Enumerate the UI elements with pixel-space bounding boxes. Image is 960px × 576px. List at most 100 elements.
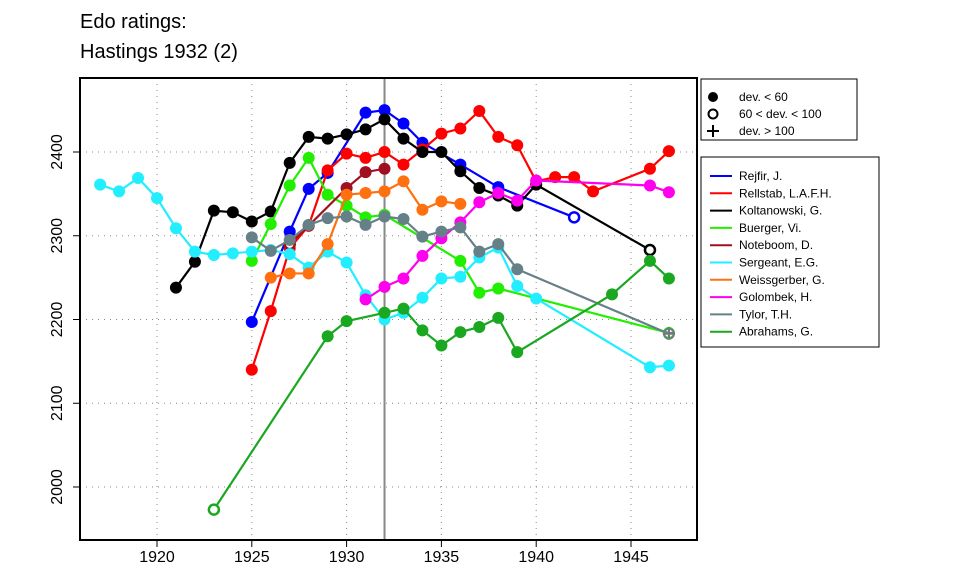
data-point [321, 188, 334, 201]
data-point [283, 225, 296, 238]
data-point [340, 188, 353, 201]
data-point [511, 280, 524, 292]
data-point [435, 272, 448, 285]
data-point [132, 171, 145, 184]
data-point [473, 245, 486, 258]
data-point [662, 359, 675, 372]
data-point [359, 166, 372, 179]
series-line [250, 108, 575, 323]
data-point [359, 293, 372, 306]
x-tick-label: 1920 [139, 549, 175, 566]
data-point [321, 330, 334, 343]
data-point [188, 255, 201, 268]
x-tick-label: 1945 [613, 549, 649, 566]
data-point [359, 123, 372, 136]
x-tick-label: 1940 [518, 549, 554, 566]
data-point [454, 122, 467, 135]
data-point [454, 221, 467, 234]
y-tick-label: 2000 [49, 469, 66, 505]
data-point [397, 117, 410, 130]
data-point [492, 238, 505, 251]
data-point [264, 271, 277, 284]
data-point [473, 321, 486, 334]
legend-label: Sergeant, E.G. [739, 256, 818, 270]
data-point [245, 245, 258, 258]
data-point [416, 230, 429, 243]
data-point [473, 104, 486, 117]
data-point [378, 306, 391, 319]
series-8 [245, 210, 675, 340]
data-point [454, 165, 467, 178]
data-point [283, 233, 296, 246]
data-point [492, 130, 505, 143]
x-tick-label: 1925 [234, 549, 270, 566]
data-point [511, 194, 524, 207]
open-marker-icon [707, 108, 719, 120]
x-tick-label: 1930 [329, 549, 365, 566]
data-point [435, 195, 448, 208]
data-point [226, 206, 239, 219]
data-point [662, 186, 675, 199]
data-point [264, 305, 277, 318]
data-point [378, 280, 391, 293]
series-line [251, 215, 670, 335]
data-point [473, 196, 486, 209]
data-point [492, 282, 505, 295]
data-point [435, 339, 448, 352]
data-point [435, 146, 448, 158]
data-point [340, 315, 353, 328]
data-point [454, 254, 467, 267]
data-point [207, 204, 220, 217]
data-point [454, 197, 467, 210]
axes: 1920 1925 1930 1935 1940 1945 2000 2100 2200 2300… [49, 134, 649, 566]
data-point [511, 263, 524, 276]
data-point [643, 162, 656, 175]
data-point [435, 225, 448, 238]
data-point [340, 210, 353, 223]
data-point [302, 151, 315, 164]
data-point [511, 139, 524, 152]
data-point [397, 132, 410, 145]
data-point [643, 254, 656, 267]
data-point [264, 205, 277, 218]
data-point [378, 113, 391, 126]
data-point [492, 311, 505, 324]
data-point [245, 363, 258, 376]
data-point [378, 185, 391, 198]
data-point [416, 324, 429, 337]
data-point [530, 174, 543, 187]
data-point [567, 211, 581, 224]
data-point [226, 247, 239, 260]
data-point [340, 147, 353, 160]
plot-frame [79, 77, 698, 541]
data-point [397, 302, 410, 315]
legend-label: Buerger, Vi. [739, 221, 801, 235]
data-point [207, 249, 220, 262]
data-point [302, 267, 315, 280]
y-tick-label: 2300 [49, 218, 66, 254]
data-point [435, 127, 448, 140]
series-marks [94, 104, 675, 516]
data-point [302, 130, 315, 143]
data-point [416, 203, 429, 216]
data-point [321, 164, 334, 177]
legend-label: Weissgerber, G. [739, 273, 825, 287]
data-point [245, 254, 258, 267]
data-point [264, 218, 277, 231]
data-point [454, 270, 467, 283]
data-point [662, 145, 675, 158]
data-point [511, 346, 524, 359]
data-point [340, 128, 353, 141]
data-point [207, 503, 221, 516]
data-point [416, 291, 429, 304]
data-point [587, 185, 600, 198]
data-point [378, 104, 391, 117]
data-point [283, 179, 296, 192]
y-tick-label: 2400 [49, 134, 66, 170]
y-tick-label: 2200 [49, 302, 66, 338]
data-point [643, 243, 657, 257]
data-point [264, 244, 277, 257]
legend-label: Golombek, H. [739, 290, 812, 304]
data-point [151, 192, 163, 205]
